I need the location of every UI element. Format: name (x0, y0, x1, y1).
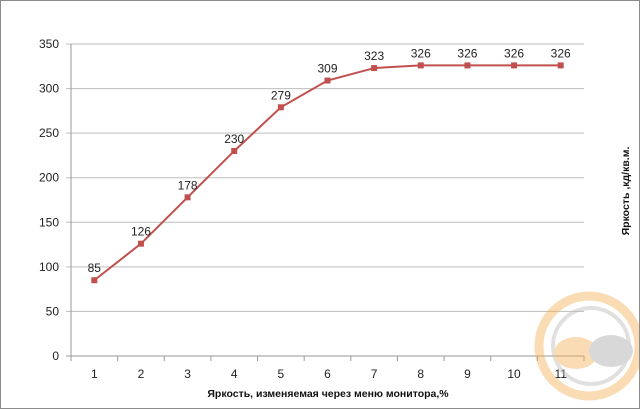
data-label: 309 (317, 62, 337, 76)
gridlines (66, 43, 585, 361)
data-label: 323 (364, 49, 384, 63)
y-tick-label: 100 (39, 260, 59, 274)
data-point (137, 240, 144, 247)
x-axis-label: Яркость, изменяемая через меню монитора,… (207, 388, 449, 400)
y-tick-label: 250 (39, 126, 59, 140)
watermark-logo (534, 291, 639, 401)
y-tick-label: 150 (39, 215, 59, 229)
x-tick-label: 8 (417, 367, 424, 381)
x-tick-label: 10 (507, 367, 521, 381)
y-tick-label: 350 (39, 37, 59, 51)
data-point (231, 147, 238, 154)
data-point (91, 277, 98, 284)
data-label: 178 (178, 178, 198, 192)
x-tick-label: 3 (184, 367, 191, 381)
y-tick-label: 50 (46, 304, 60, 318)
series: 85 126 178 230 279 309 323 326 326 326 326 (88, 46, 571, 284)
y-tick-labels: 0 50 100 150 200 250 300 350 (39, 37, 59, 363)
data-point (184, 194, 191, 201)
x-tick-label: 4 (231, 367, 238, 381)
x-tick-label: 7 (371, 367, 378, 381)
data-label: 326 (504, 46, 524, 60)
x-tick-label: 6 (324, 367, 331, 381)
data-point (324, 77, 331, 84)
data-label: 326 (411, 46, 431, 60)
data-point (464, 62, 471, 69)
x-tick-label: 9 (464, 367, 471, 381)
data-label: 279 (271, 88, 291, 102)
y-tick-label: 200 (39, 171, 59, 185)
x-tick-labels: 1 2 3 4 5 6 7 8 9 10 11 (91, 367, 567, 381)
data-point (277, 104, 284, 111)
data-point (371, 65, 378, 72)
x-tick-label: 11 (554, 367, 567, 381)
y-tick-label: 0 (52, 349, 59, 363)
data-label: 326 (551, 46, 571, 60)
x-tick-label: 1 (91, 367, 98, 381)
data-point (511, 62, 518, 69)
data-label: 326 (457, 46, 477, 60)
x-tick-label: 5 (278, 367, 285, 381)
y-tick-label: 300 (39, 82, 59, 96)
data-point (417, 62, 424, 69)
x-tick-label: 2 (138, 367, 145, 381)
data-label: 230 (224, 132, 244, 146)
y-axis-label: Яркость ,кд/кв.м. (620, 147, 632, 236)
data-label: 85 (88, 261, 102, 275)
data-label: 126 (131, 225, 151, 239)
series-line (93, 64, 561, 282)
data-point (557, 62, 564, 69)
